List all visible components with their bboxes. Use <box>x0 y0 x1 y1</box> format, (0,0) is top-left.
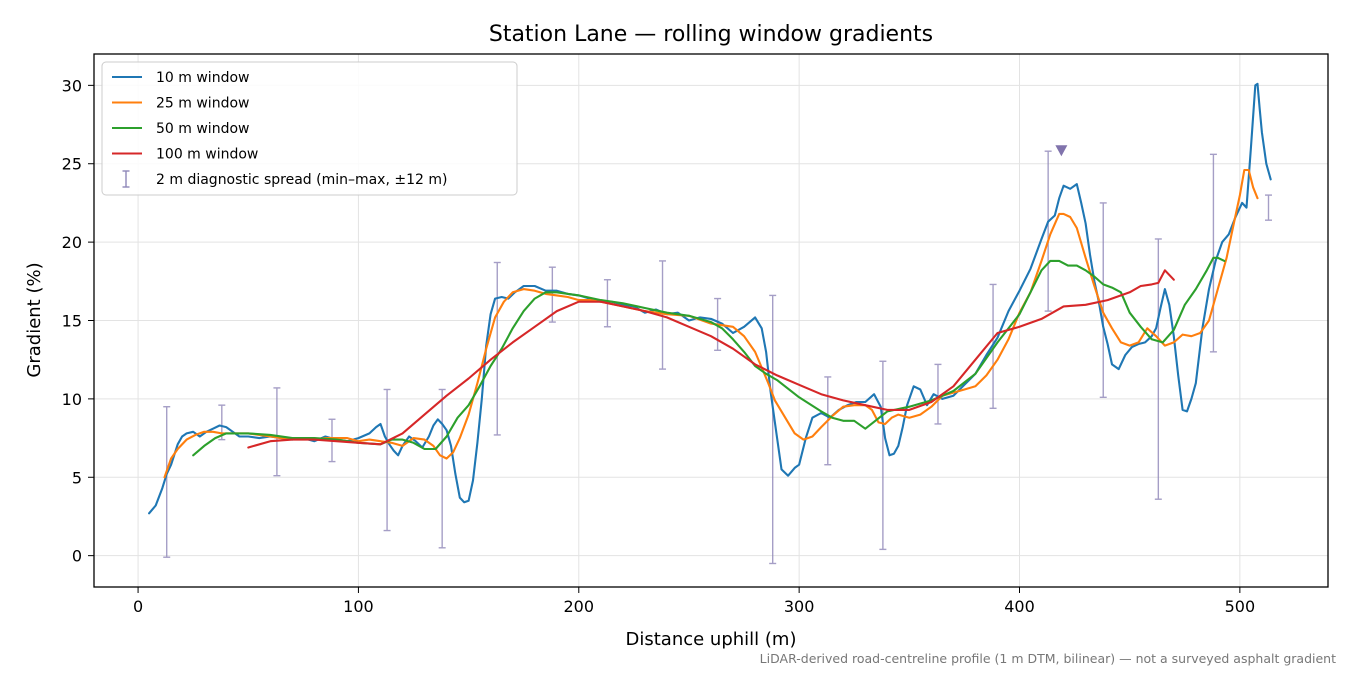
errorbar-point <box>1265 194 1273 221</box>
legend-entry: 100 m window <box>112 147 258 163</box>
peak-marker-triangle <box>1055 145 1068 157</box>
x-tick-label: 200 <box>564 597 595 616</box>
legend-label: 100 m window <box>156 147 258 163</box>
y-tick-label: 5 <box>72 468 82 487</box>
series-line-25-m-window <box>163 168 1259 479</box>
y-axis-label: Gradient (%) <box>24 262 45 377</box>
legend-label: 50 m window <box>156 121 249 137</box>
errorbar-point <box>383 388 391 532</box>
legend-entry: 2 m diagnostic spread (min–max, ±12 m) <box>122 170 447 188</box>
legend: 10 m window 25 m window 50 m window 100 m w… <box>101 61 518 196</box>
legend-entry: 50 m window <box>112 121 249 137</box>
diagnostic-spread-errorbars <box>163 150 1273 565</box>
errorbar-point <box>273 387 281 477</box>
chart-title: Station Lane — rolling window gradients <box>489 22 933 47</box>
legend-box <box>101 61 518 196</box>
x-tick-label: 300 <box>784 597 815 616</box>
series-line-100-m-window <box>247 269 1175 449</box>
errorbar-point <box>493 261 501 436</box>
errorbar-point <box>879 360 887 551</box>
y-tick-label: 30 <box>62 76 82 95</box>
x-tick-label: 0 <box>133 597 143 616</box>
y-tick-label: 15 <box>62 312 82 331</box>
legend-entry: 10 m window <box>112 70 249 86</box>
series-lines <box>148 82 1272 515</box>
y-tick-label: 20 <box>62 233 82 252</box>
legend-label: 2 m diagnostic spread (min–max, ±12 m) <box>156 172 447 188</box>
errorbar-point <box>934 363 942 425</box>
y-tick-label: 0 <box>72 547 82 566</box>
legend-label: 25 m window <box>156 96 249 112</box>
errorbar-point <box>438 388 446 549</box>
legend-entry: 25 m window <box>112 96 249 112</box>
x-axis-ticks: 0 100 200 300 400 500 <box>133 587 1255 616</box>
peak-marker <box>1055 145 1068 157</box>
errorbar-point <box>659 260 667 370</box>
x-tick-label: 100 <box>343 597 374 616</box>
y-axis-ticks: 0 5 10 15 20 25 30 <box>62 76 94 566</box>
series-line-50-m-window <box>192 256 1226 457</box>
y-tick-label: 25 <box>62 155 82 174</box>
x-tick-label: 500 <box>1225 597 1256 616</box>
y-tick-label: 10 <box>62 390 82 409</box>
errorbar-point <box>1209 153 1217 353</box>
errorbar-point <box>769 294 777 565</box>
errorbar-point <box>163 406 171 558</box>
x-tick-label: 400 <box>1004 597 1035 616</box>
legend-label: 10 m window <box>156 70 249 86</box>
errorbar-point <box>1044 150 1052 312</box>
x-axis-label: Distance uphill (m) <box>626 629 797 650</box>
footnote: LiDAR-derived road-centreline profile (1… <box>759 651 1336 666</box>
